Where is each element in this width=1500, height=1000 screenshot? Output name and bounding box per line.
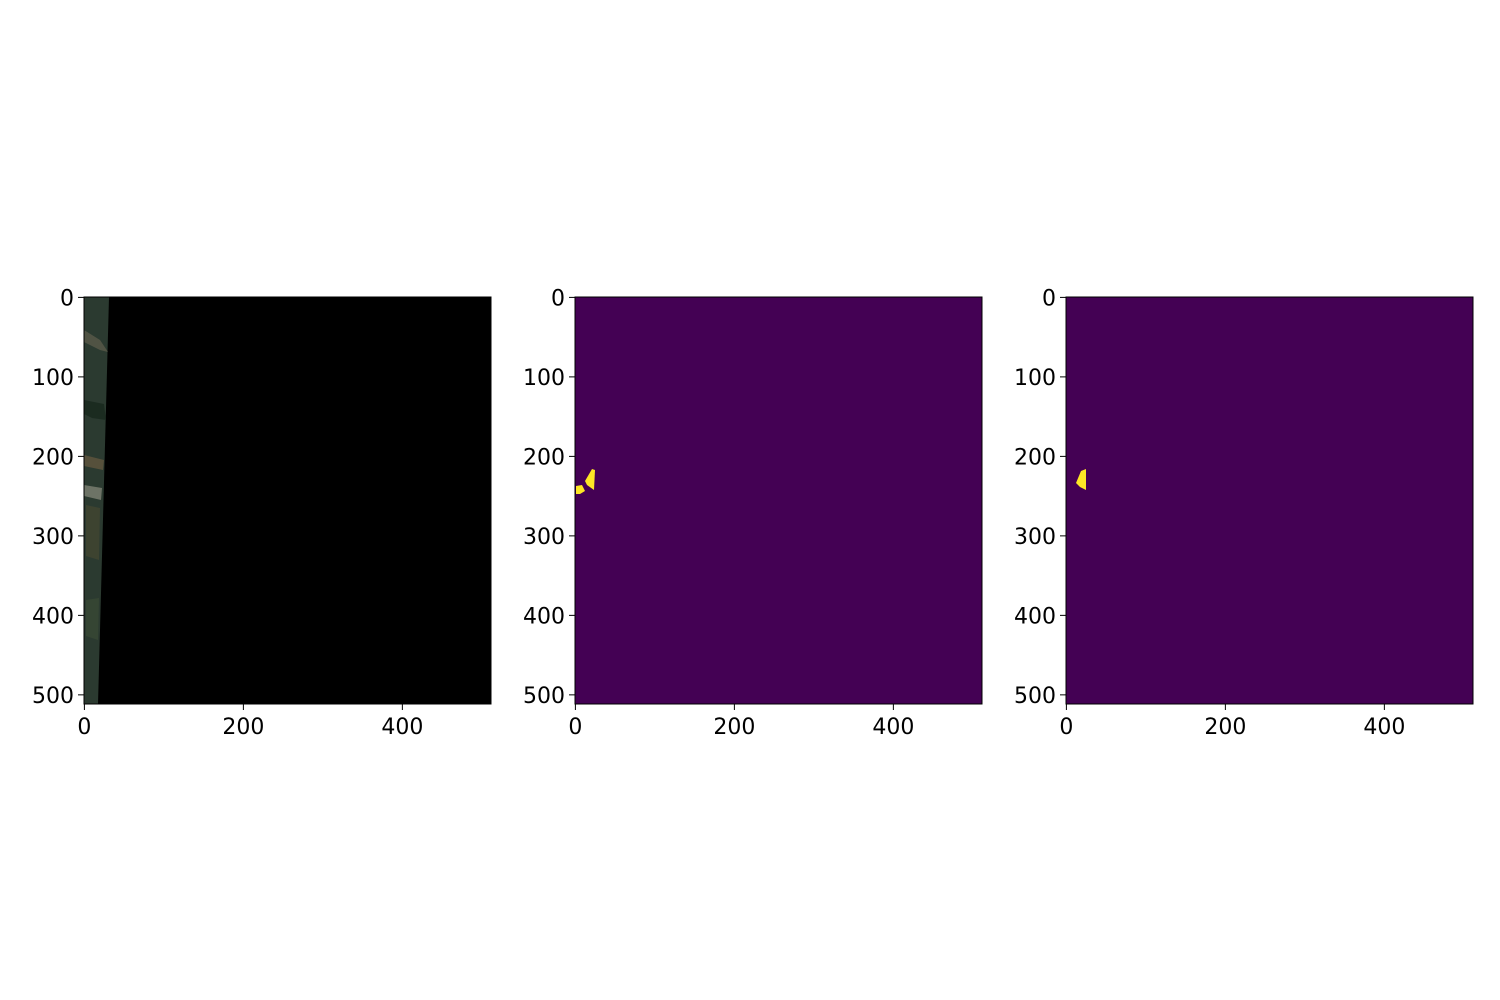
panel-mask-prediction [1065, 296, 1474, 705]
mask-region [1076, 469, 1086, 490]
panel-mask-ground-truth [574, 296, 983, 705]
mask-area [575, 297, 982, 704]
mask-region [585, 469, 595, 490]
mask-frame [574, 296, 983, 705]
y-tick-label: 400 [1014, 604, 1056, 629]
y-tick-label: 0 [551, 286, 565, 311]
y-tick-label: 0 [60, 286, 74, 311]
y-tick-label: 300 [1014, 525, 1056, 550]
y-tick-label: 200 [32, 445, 74, 470]
mask-area [1066, 297, 1473, 704]
panel-image [83, 296, 492, 705]
x-tick-label: 200 [1204, 715, 1246, 740]
y-tick-label: 400 [523, 604, 565, 629]
x-tick-label: 400 [872, 715, 914, 740]
image-strip-detail [86, 505, 100, 560]
image-strip-detail [84, 455, 104, 470]
x-tick-label: 0 [1059, 715, 1073, 740]
image-strip-detail [84, 330, 108, 352]
x-tick-label: 200 [222, 715, 264, 740]
y-tick-label: 100 [1014, 366, 1056, 391]
x-tick-label: 200 [713, 715, 755, 740]
y-tick-label: 500 [523, 684, 565, 709]
mask-region [576, 485, 585, 494]
y-tick-label: 300 [523, 525, 565, 550]
image-strip-detail [86, 598, 99, 640]
x-tick-label: 400 [381, 715, 423, 740]
x-tick-label: 400 [1363, 715, 1405, 740]
y-tick-label: 100 [523, 366, 565, 391]
y-tick-label: 500 [1014, 684, 1056, 709]
y-tick-label: 200 [523, 445, 565, 470]
y-tick-label: 400 [32, 604, 74, 629]
image-strip-detail [84, 485, 102, 500]
mask-frame [1065, 296, 1474, 705]
x-tick-label: 0 [568, 715, 582, 740]
y-tick-label: 100 [32, 366, 74, 391]
y-tick-label: 200 [1014, 445, 1056, 470]
image-frame [83, 296, 492, 705]
y-tick-label: 0 [1042, 286, 1056, 311]
y-tick-label: 300 [32, 525, 74, 550]
y-tick-label: 500 [32, 684, 74, 709]
x-tick-label: 0 [77, 715, 91, 740]
image-strip-detail [84, 400, 106, 420]
image-area [84, 297, 491, 704]
